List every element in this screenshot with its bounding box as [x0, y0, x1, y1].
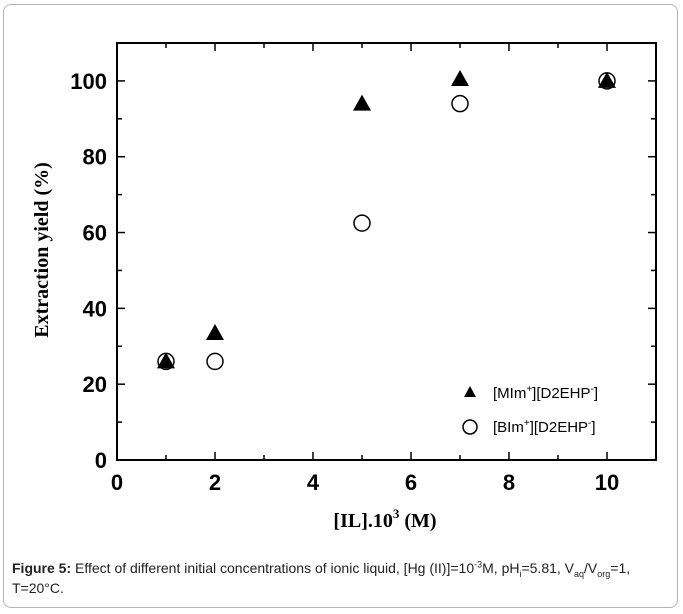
data-marks	[157, 70, 616, 371]
series-1-point	[157, 352, 175, 369]
series-1-point	[598, 71, 616, 88]
legend-marker-series-1	[464, 386, 476, 397]
figure-frame	[3, 4, 678, 608]
legend-marker-series-2	[462, 419, 478, 435]
y-tick-label: 80	[83, 145, 107, 170]
series-1-point	[206, 324, 224, 341]
x-tick-label: 8	[503, 470, 515, 495]
x-axis-label: [IL].103 (M)	[333, 506, 436, 532]
x-tick-label: 6	[405, 470, 417, 495]
series-2-point	[451, 94, 469, 113]
series-2-point	[353, 214, 371, 232]
x-axis-ticks: 0 2 4 6 8 10	[111, 43, 657, 495]
y-axis-ticks: 0 20 40 60 80 100	[70, 42, 656, 473]
series-1-point	[353, 94, 371, 111]
x-tick-label: 4	[307, 470, 320, 495]
legend-label-series-2: [BIm+][D2EHP-]	[493, 418, 596, 436]
y-tick-label: 40	[83, 296, 107, 321]
x-tick-label: 2	[209, 470, 221, 495]
series-2-point	[598, 72, 616, 90]
scatter-chart: 0 2 4 6 8 10 0 20 40 60 80 100 [IL].103 (M) Extrac…	[31, 42, 657, 532]
series-2-point	[206, 352, 224, 371]
caption-label: Figure 5:	[12, 560, 72, 576]
legend-label-series-1: [MIm+][D2EHP-]	[493, 384, 598, 402]
plot-border	[116, 42, 657, 461]
x-tick-label: 0	[111, 470, 123, 495]
y-tick-label: 100	[70, 69, 107, 94]
series-1-point	[451, 70, 469, 87]
series-2-point	[157, 352, 175, 371]
y-axis-label: Extraction yield (%)	[31, 162, 53, 338]
y-tick-label: 0	[95, 448, 107, 473]
y-tick-label: 20	[83, 372, 107, 397]
legend: [MIm+][D2EHP-] [BIm+][D2EHP-]	[462, 384, 598, 436]
axes	[116, 42, 657, 461]
y-tick-label: 60	[83, 221, 107, 246]
figure-caption: Figure 5: Effect of different initial co…	[12, 559, 631, 596]
x-tick-label: 10	[595, 470, 619, 495]
